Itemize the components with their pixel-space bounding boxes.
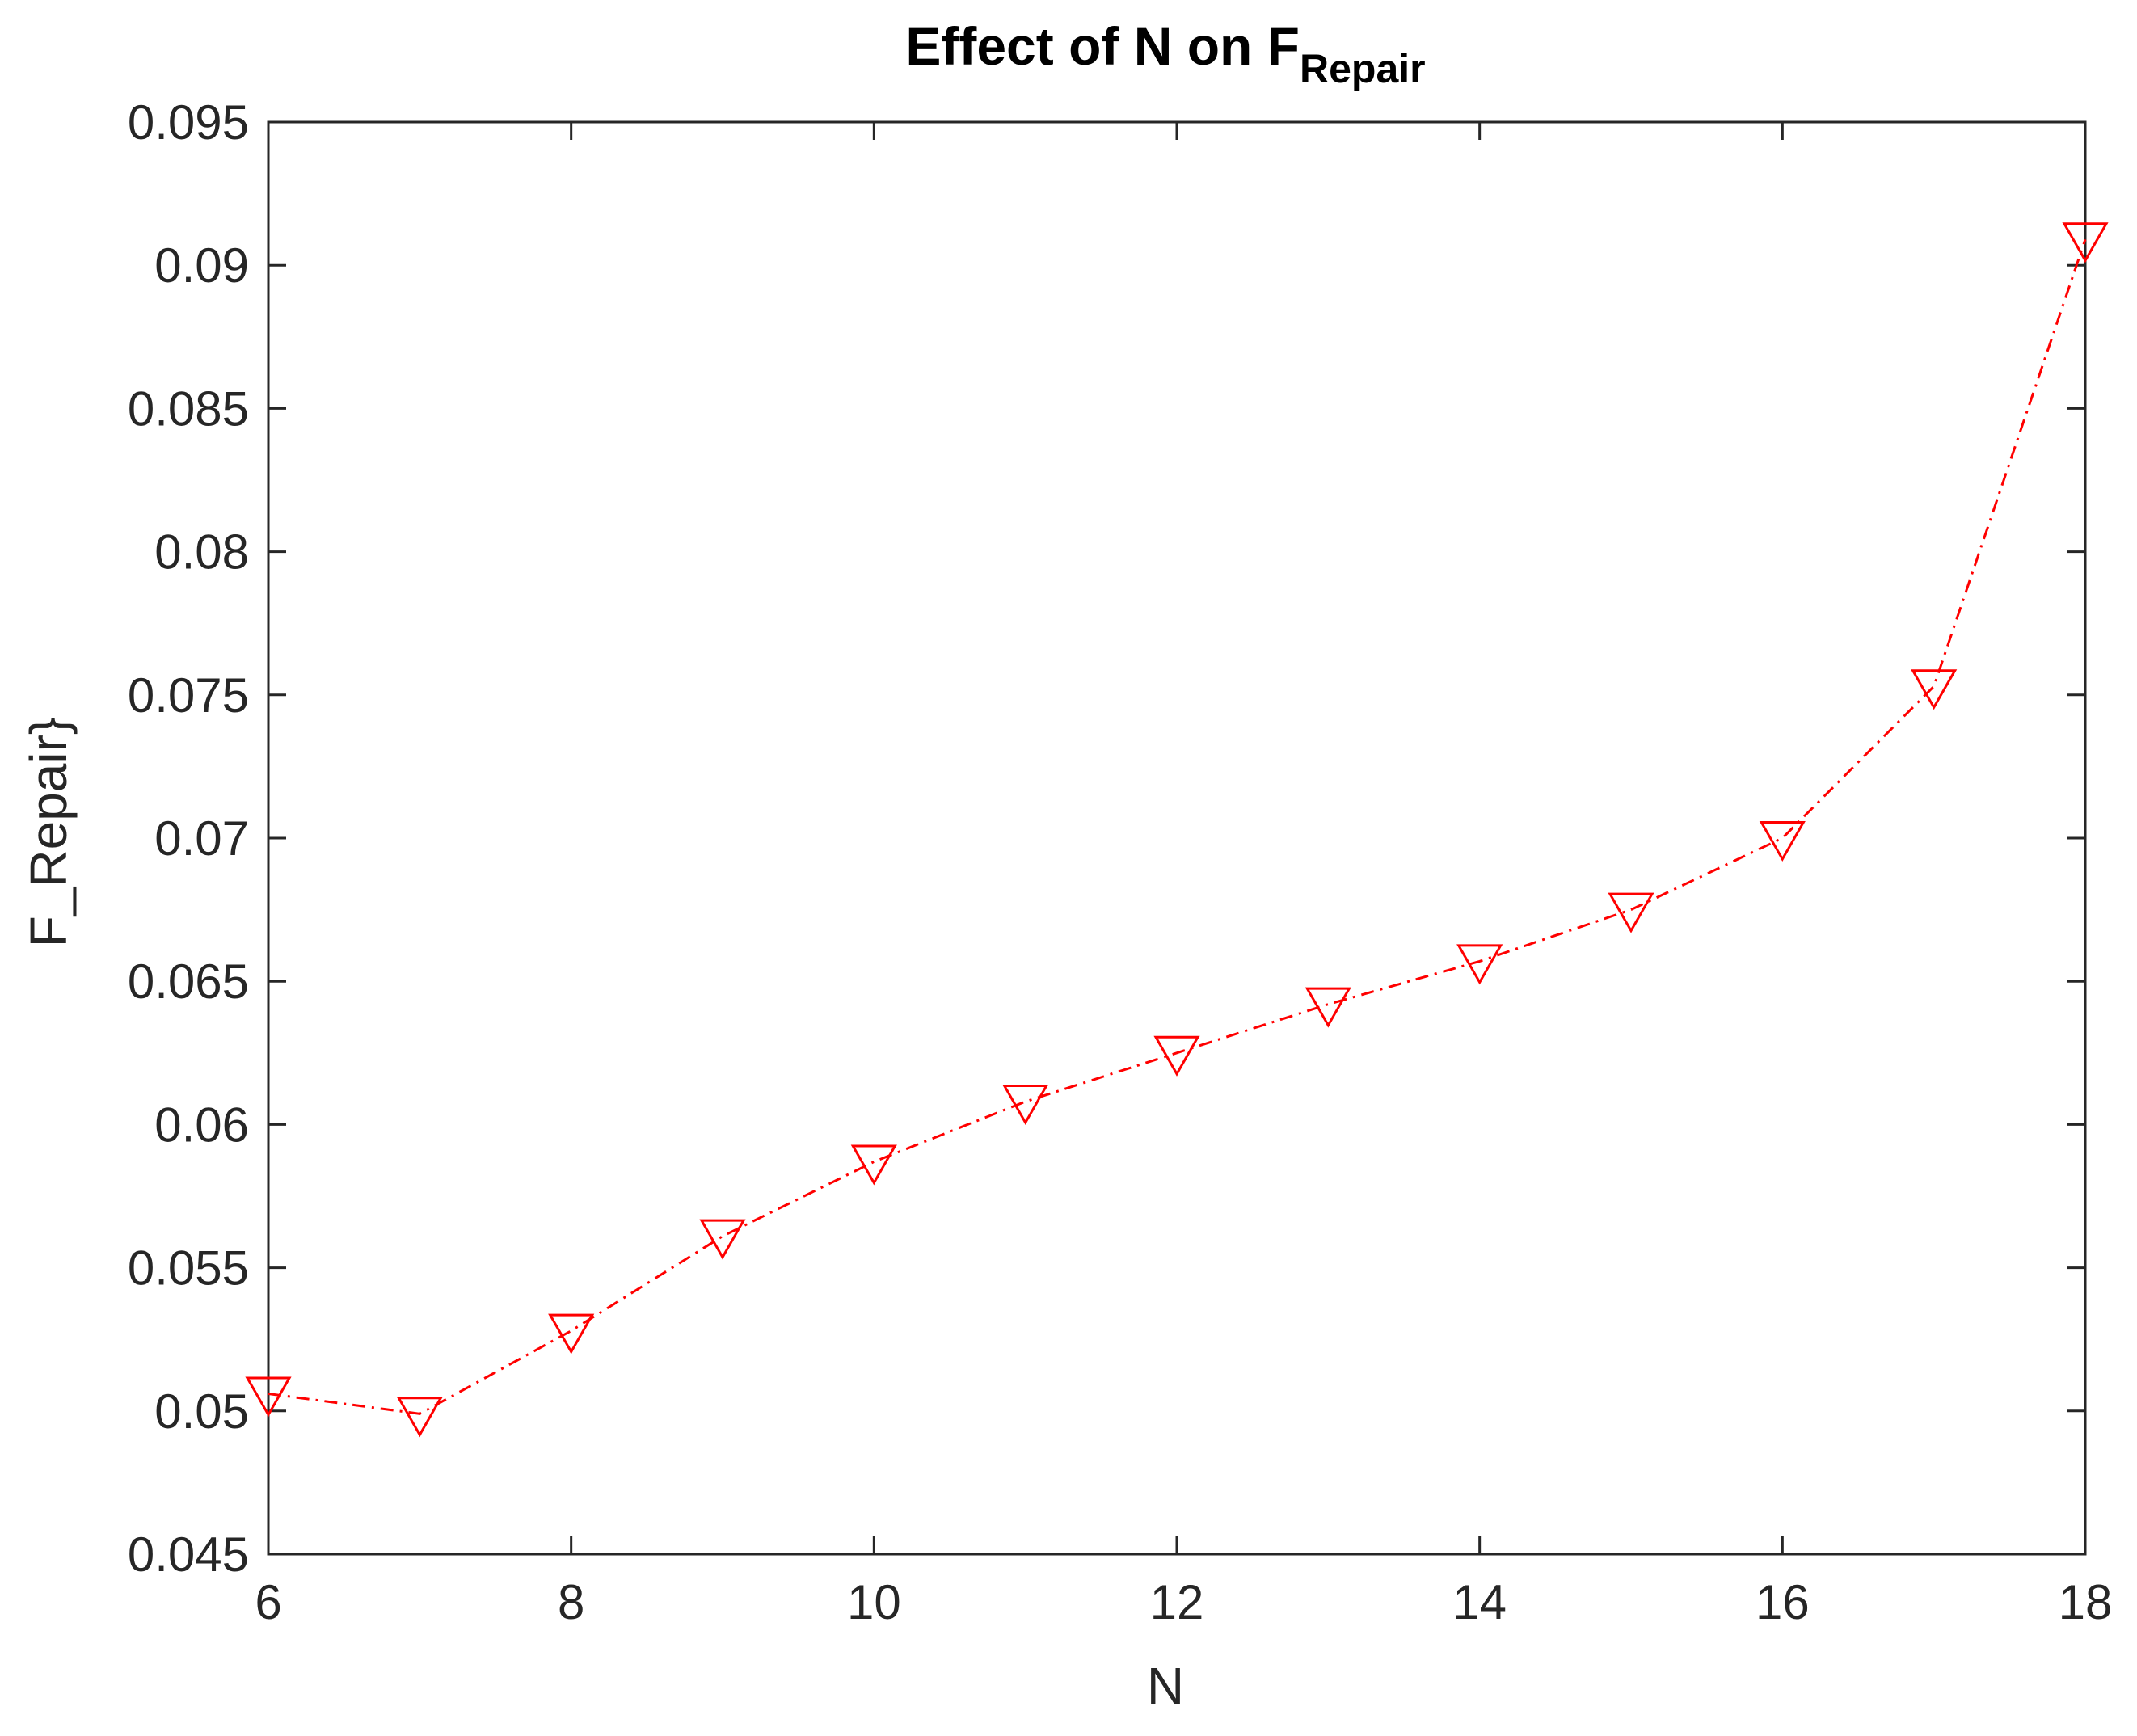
data-point-marker — [1608, 892, 1654, 933]
data-point-marker — [1305, 987, 1351, 1028]
data-point-marker — [850, 1144, 897, 1186]
y-tick-label: 0.07 — [154, 811, 249, 866]
data-point-marker — [1911, 669, 1958, 710]
y-tick-label: 0.09 — [154, 238, 249, 293]
y-tick-label: 0.055 — [128, 1241, 249, 1296]
data-point-marker — [548, 1313, 595, 1355]
data-point-marker — [699, 1219, 746, 1260]
data-point-marker — [1456, 944, 1503, 985]
y-tick-label: 0.085 — [128, 381, 249, 436]
chart-title-main: Effect of N on F — [905, 16, 1300, 76]
y-tick-label: 0.08 — [154, 525, 249, 579]
x-tick-label: 10 — [847, 1575, 901, 1629]
y-tick-label: 0.045 — [128, 1527, 249, 1582]
y-tick-label: 0.075 — [128, 668, 249, 723]
y-tick-label: 0.06 — [154, 1098, 249, 1152]
series-line — [268, 238, 2087, 1415]
x-tick-label: 14 — [1452, 1575, 1507, 1629]
data-point-marker — [1002, 1085, 1049, 1126]
y-tick-label: 0.095 — [128, 95, 249, 150]
chart-title-subscript: Repair — [1300, 46, 1426, 91]
y-tick-label: 0.065 — [128, 954, 249, 1009]
x-tick-label: 8 — [558, 1575, 584, 1629]
data-point-marker — [396, 1397, 443, 1438]
x-axis-title: N — [1147, 1657, 1184, 1715]
x-tick-label: 16 — [1756, 1575, 1810, 1629]
y-tick-label: 0.05 — [154, 1384, 249, 1439]
data-point-marker — [2062, 222, 2109, 263]
x-tick-label: 6 — [255, 1575, 281, 1629]
x-tick-label: 12 — [1150, 1575, 1204, 1629]
chart-title: Effect of N on FRepair — [905, 16, 1425, 91]
x-tick-label: 18 — [2059, 1575, 2113, 1629]
data-point-marker — [245, 1376, 292, 1418]
data-point-marker — [1153, 1035, 1200, 1077]
data-point-marker — [1759, 821, 1806, 862]
plot-layer: 6 8 10 12 14 16 18 0.045 0.05 0.055 0.06 0.065 0.07 0… — [128, 95, 2113, 1629]
y-axis-title: F_Repair} — [19, 718, 78, 948]
